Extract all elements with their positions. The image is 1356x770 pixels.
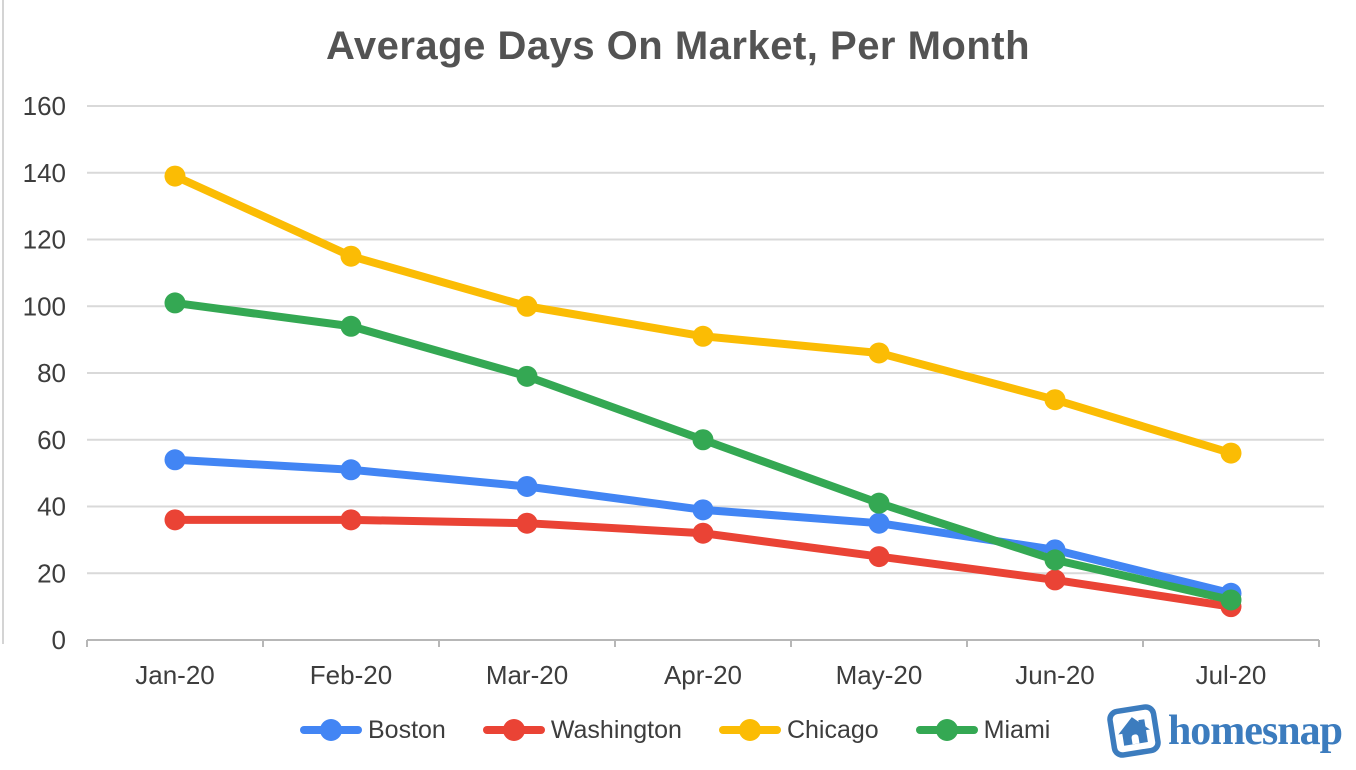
series-line-chicago: [171, 172, 1235, 458]
legend-label-chicago: Chicago: [786, 715, 879, 744]
x-axis-category-label: Apr-20: [664, 660, 742, 690]
data-point-chicago-Jun-20: [1044, 389, 1066, 411]
left-border-line: [2, 0, 4, 644]
data-point-washington-Mar-20: [516, 512, 538, 534]
data-point-boston-Apr-20: [692, 499, 714, 521]
data-point-miami-Apr-20: [692, 429, 714, 451]
homesnap-logo-text: homesnap: [1167, 708, 1343, 754]
y-axis-tick-label: 140: [23, 158, 66, 188]
data-point-miami-Jun-20: [1044, 549, 1066, 571]
legend-line-dot-icon: [718, 719, 781, 741]
data-point-boston-May-20: [868, 512, 890, 534]
legend-item-washington: Washington: [482, 715, 682, 745]
legend-item-chicago: Chicago: [718, 715, 879, 745]
chart-title: Average Days On Market, Per Month: [325, 24, 1031, 68]
data-point-washington-May-20: [868, 546, 890, 568]
y-axis-tick-label: 0: [52, 625, 66, 655]
homesnap-logo: homesnap: [1104, 698, 1343, 764]
y-axis-tick-label: 20: [37, 558, 66, 588]
legend-label-miami: Miami: [983, 715, 1051, 744]
data-point-miami-Mar-20: [516, 365, 538, 387]
y-axis-tick-label: 100: [23, 291, 66, 321]
data-point-miami-Jul-20: [1220, 589, 1242, 611]
data-point-boston-Feb-20: [340, 459, 362, 481]
x-axis-category-label: Mar-20: [486, 660, 568, 690]
x-axis-category-label: Jul-20: [1196, 660, 1267, 690]
x-axis-category-label: Jun-20: [1015, 660, 1095, 690]
data-point-washington-Feb-20: [340, 509, 362, 531]
legend-item-boston: Boston: [300, 716, 446, 745]
data-point-miami-Feb-20: [340, 315, 362, 337]
legend-line-dot-icon: [482, 719, 545, 741]
data-point-miami-May-20: [868, 492, 890, 514]
data-point-washington-Jun-20: [1044, 569, 1066, 591]
data-point-chicago-Mar-20: [516, 295, 538, 317]
legend-item-miami: Miami: [915, 715, 1051, 745]
y-axis-tick-label: 120: [23, 225, 66, 255]
data-point-chicago-Apr-20: [692, 325, 714, 347]
data-point-chicago-Jul-20: [1220, 442, 1242, 464]
legend-label-washington: Washington: [550, 715, 682, 744]
y-axis-tick-label: 160: [23, 91, 66, 121]
x-axis-category-label: Jan-20: [135, 660, 215, 690]
x-axis-category-label: Feb-20: [310, 660, 392, 690]
x-axis-category-label: May-20: [836, 660, 923, 690]
data-point-chicago-Jan-20: [164, 165, 186, 187]
legend-line-dot-icon: [300, 719, 362, 741]
data-point-chicago-May-20: [868, 342, 890, 364]
data-point-chicago-Feb-20: [340, 245, 362, 267]
data-point-washington-Jan-20: [164, 509, 186, 531]
y-axis-tick-label: 60: [37, 425, 66, 455]
data-point-miami-Jan-20: [164, 292, 186, 314]
y-axis-tick-label: 40: [37, 492, 66, 522]
data-point-boston-Mar-20: [516, 475, 538, 497]
chart-legend: Boston Washington Chicago Miami: [300, 711, 1050, 749]
legend-label-boston: Boston: [368, 715, 446, 744]
legend-line-dot-icon: [915, 719, 978, 741]
y-axis-tick-label: 80: [37, 358, 66, 388]
data-point-washington-Apr-20: [692, 522, 714, 544]
data-point-boston-Jan-20: [164, 449, 186, 471]
homesnap-house-icon: [1107, 704, 1161, 758]
